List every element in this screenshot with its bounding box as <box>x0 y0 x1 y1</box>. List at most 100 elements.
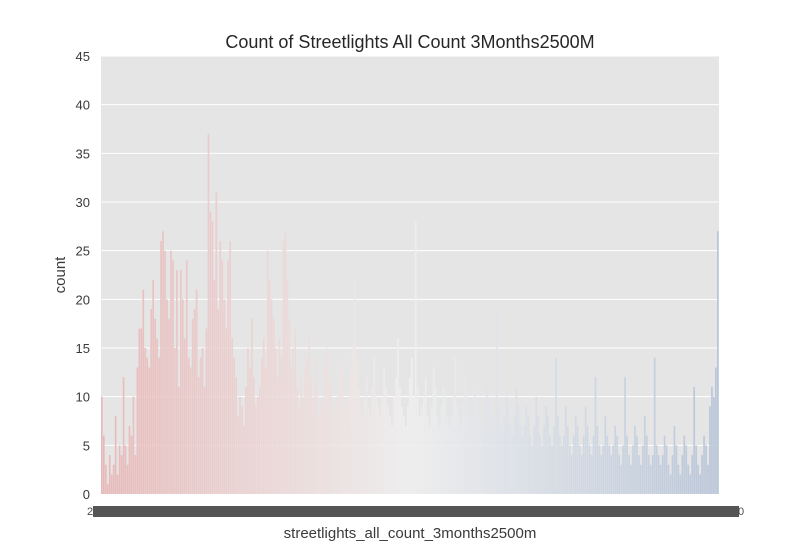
bar <box>537 416 540 494</box>
bar <box>298 406 301 494</box>
y-tick-label: 5 <box>83 438 90 453</box>
bar <box>545 406 547 494</box>
bar <box>606 435 609 494</box>
bar <box>343 406 346 494</box>
bar <box>669 474 672 494</box>
bar <box>272 318 275 494</box>
bar <box>535 396 538 494</box>
bar <box>566 425 569 494</box>
bar <box>312 396 314 494</box>
bar <box>480 435 482 494</box>
bar <box>643 416 646 494</box>
bar <box>432 367 435 494</box>
bar <box>610 455 613 494</box>
bar <box>365 377 368 494</box>
bar <box>393 396 395 494</box>
x-tick-last: 0 <box>738 506 744 518</box>
bar <box>456 406 459 494</box>
bar <box>460 425 463 494</box>
bar <box>505 396 508 494</box>
bar <box>679 474 682 494</box>
bar <box>636 435 638 494</box>
bar <box>667 464 670 494</box>
y-tick-label: 30 <box>76 195 90 210</box>
bar <box>270 299 273 494</box>
bar <box>320 406 322 494</box>
bar <box>199 357 202 494</box>
bar <box>219 240 222 494</box>
bar <box>584 406 587 494</box>
bar <box>264 367 267 494</box>
bar <box>213 279 216 494</box>
bar <box>233 357 235 494</box>
bar <box>563 435 565 494</box>
bar <box>345 425 348 494</box>
bar <box>300 377 303 494</box>
bar <box>691 455 694 494</box>
bar <box>211 221 214 494</box>
bar <box>337 377 340 494</box>
bar <box>541 445 543 494</box>
bar <box>551 445 553 494</box>
bar <box>245 386 247 494</box>
bar <box>176 270 178 494</box>
bar <box>557 416 559 494</box>
bar <box>335 396 338 494</box>
bar <box>205 328 208 494</box>
bar <box>422 396 425 494</box>
bar <box>458 416 461 494</box>
bar <box>527 416 530 494</box>
y-axis-label: count <box>52 256 69 294</box>
bar <box>258 386 261 494</box>
bar <box>468 416 470 494</box>
bar <box>132 396 135 494</box>
bar <box>555 357 557 494</box>
bar <box>128 425 131 494</box>
bar <box>154 318 156 494</box>
bar <box>333 416 336 494</box>
bar <box>102 435 105 494</box>
bar <box>280 357 283 494</box>
bar <box>416 386 419 494</box>
bar <box>438 425 441 494</box>
bar <box>118 445 121 494</box>
bar <box>588 445 591 494</box>
bar <box>612 445 615 494</box>
bar <box>604 416 607 494</box>
bar <box>547 416 549 494</box>
bar <box>493 416 496 494</box>
bar <box>371 386 374 494</box>
bar <box>703 435 705 494</box>
bar <box>227 260 230 494</box>
bar <box>675 445 678 494</box>
bar <box>355 357 358 494</box>
bar <box>561 445 563 494</box>
bar <box>630 464 632 494</box>
bar <box>580 455 583 494</box>
bar <box>620 464 622 494</box>
bar <box>104 464 107 494</box>
bar <box>306 357 309 494</box>
bar <box>602 445 605 494</box>
bar <box>185 260 188 494</box>
bar <box>486 377 488 494</box>
bar <box>511 435 514 494</box>
bar <box>373 357 376 494</box>
bar <box>448 425 451 494</box>
y-ticks: 0 5 10 15 20 25 30 35 40 45 <box>76 49 90 502</box>
bar <box>124 445 127 494</box>
bar <box>683 435 686 494</box>
bar <box>677 464 680 494</box>
bar <box>296 386 299 494</box>
bar <box>399 386 401 494</box>
bar <box>383 367 386 494</box>
bar <box>255 406 257 494</box>
bar <box>385 386 387 494</box>
bar <box>405 425 407 494</box>
bar <box>377 406 380 494</box>
y-tick-label: 45 <box>76 49 90 64</box>
bar <box>430 406 433 494</box>
bar <box>424 377 427 494</box>
bar <box>249 367 251 494</box>
bar <box>379 416 382 494</box>
